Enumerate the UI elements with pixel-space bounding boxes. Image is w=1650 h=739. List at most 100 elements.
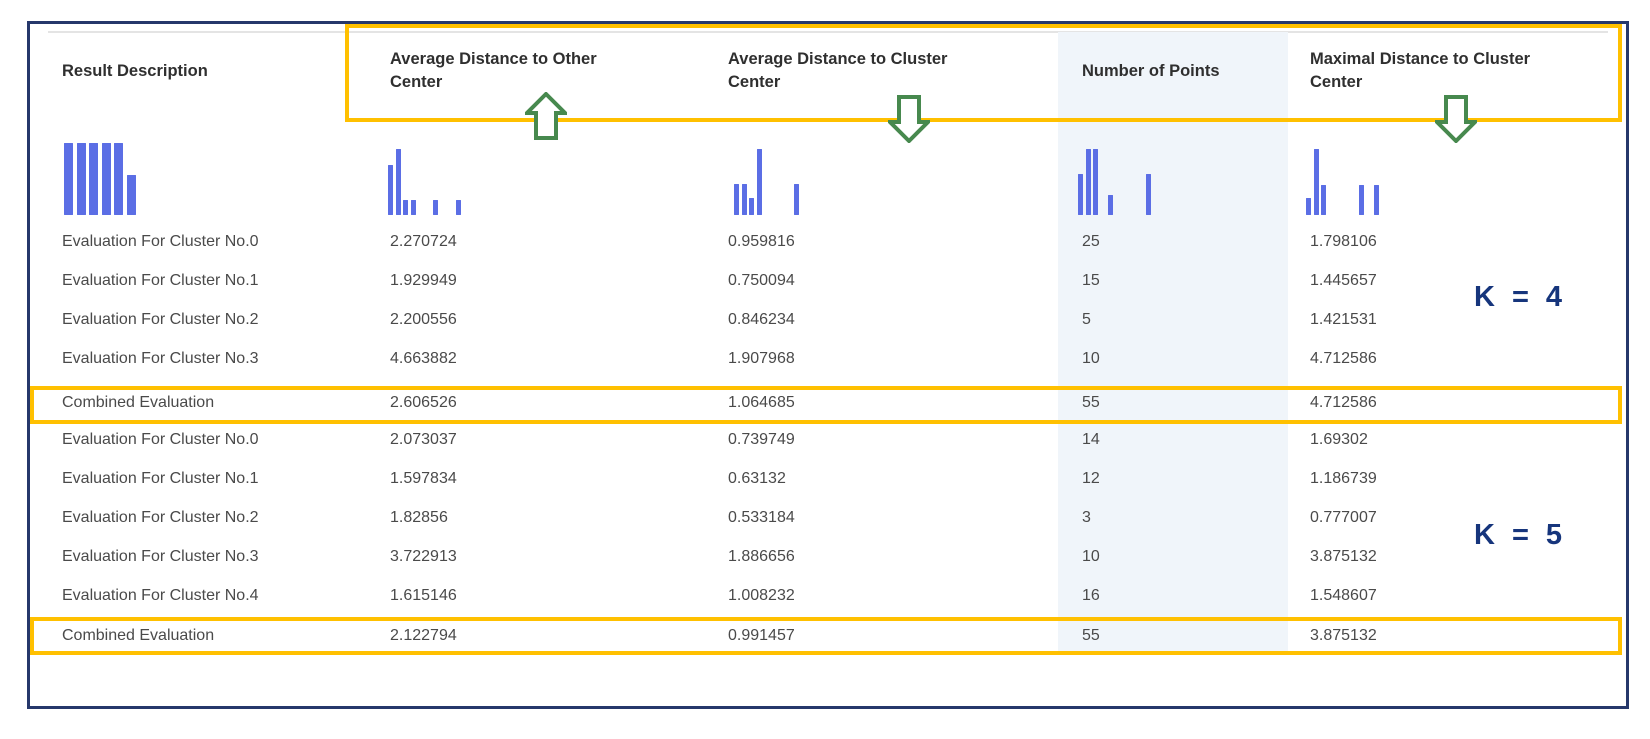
histogram-bar bbox=[794, 184, 799, 215]
row-value-cell: 4.712586 bbox=[1310, 350, 1377, 367]
row-description-cell: Combined Evaluation bbox=[62, 394, 215, 411]
column-header-number-of-points[interactable]: Number of Points bbox=[1082, 62, 1220, 80]
histogram-max-distance-cluster[interactable] bbox=[1306, 149, 1379, 215]
row-value-cell: 1.597834 bbox=[390, 470, 457, 487]
row-value-cell: 1.886656 bbox=[728, 548, 795, 565]
annotation-k5-label: K = 5 bbox=[1473, 519, 1563, 551]
histogram-bar bbox=[89, 143, 98, 215]
histogram-bar bbox=[410, 200, 416, 215]
row-value-cell: 2.073037 bbox=[390, 431, 457, 448]
row-value-cell: 16 bbox=[1082, 587, 1100, 604]
column-header-avg-distance-other[interactable]: Average Distance to Other Center bbox=[390, 50, 597, 91]
row-value-cell: 55 bbox=[1082, 627, 1100, 644]
green-down-arrow-icon bbox=[888, 95, 930, 143]
row-value-cell: 3.722913 bbox=[390, 548, 457, 565]
histogram-bar bbox=[1306, 198, 1311, 215]
row-description-cell: Combined Evaluation bbox=[62, 627, 215, 644]
histogram-bar bbox=[403, 200, 408, 215]
row-value-cell: 4.712586 bbox=[1310, 394, 1377, 411]
row-description-cell: Evaluation For Cluster No.1 bbox=[62, 470, 259, 487]
row-value-cell: 1.929949 bbox=[390, 272, 457, 289]
column-header-avg-distance-cluster[interactable]: Average Distance to Cluster Center bbox=[728, 50, 948, 91]
row-value-cell: 3.875132 bbox=[1310, 627, 1377, 644]
histogram-bar bbox=[1358, 185, 1364, 215]
row-value-cell: 1.186739 bbox=[1310, 470, 1377, 487]
row-value-cell: 2.122794 bbox=[390, 627, 457, 644]
row-value-cell: 1.907968 bbox=[728, 350, 795, 367]
histogram-bar bbox=[756, 149, 762, 215]
row-value-cell: 55 bbox=[1082, 394, 1100, 411]
histogram-bar bbox=[388, 165, 393, 215]
row-description-cell: Evaluation For Cluster No.0 bbox=[62, 431, 259, 448]
green-down-arrow-icon bbox=[1435, 95, 1477, 143]
histogram-bar bbox=[1108, 195, 1113, 215]
row-value-cell: 3.875132 bbox=[1310, 548, 1377, 565]
row-description-cell: Evaluation For Cluster No.2 bbox=[62, 311, 259, 328]
row-value-cell: 10 bbox=[1082, 350, 1100, 367]
row-description-cell: Evaluation For Cluster No.2 bbox=[62, 509, 259, 526]
row-value-cell: 12 bbox=[1082, 470, 1100, 487]
histogram-bar bbox=[1085, 149, 1091, 215]
row-value-cell: 1.548607 bbox=[1310, 587, 1377, 604]
column-header-result-description[interactable]: Result Description bbox=[62, 62, 208, 80]
row-value-cell: 0.846234 bbox=[728, 311, 795, 328]
row-value-cell: 1.064685 bbox=[728, 394, 795, 411]
histogram-bar bbox=[1093, 149, 1098, 215]
column-header-max-distance-cluster[interactable]: Maximal Distance to Cluster Center bbox=[1310, 50, 1531, 91]
row-value-cell: 1.421531 bbox=[1310, 311, 1377, 328]
row-value-cell: 2.606526 bbox=[390, 394, 457, 411]
row-description-cell: Evaluation For Cluster No.3 bbox=[62, 548, 259, 565]
histogram-bar bbox=[395, 149, 401, 215]
row-value-cell: 1.615146 bbox=[390, 587, 457, 604]
row-description-cell: Evaluation For Cluster No.0 bbox=[62, 233, 259, 250]
row-value-cell: 15 bbox=[1082, 272, 1100, 289]
row-value-cell: 5 bbox=[1082, 311, 1091, 328]
row-value-cell: 14 bbox=[1082, 431, 1100, 448]
histogram-bar bbox=[741, 184, 747, 215]
histogram-bar bbox=[1321, 185, 1326, 215]
histogram-bar bbox=[114, 143, 123, 215]
row-value-cell: 2.200556 bbox=[390, 311, 457, 328]
histogram-bar bbox=[126, 175, 136, 215]
row-value-cell: 0.777007 bbox=[1310, 509, 1377, 526]
panel-border bbox=[27, 21, 1629, 709]
histogram-bar bbox=[1145, 174, 1151, 215]
histogram-bar bbox=[101, 143, 111, 215]
histogram-avg-distance-cluster[interactable] bbox=[734, 149, 799, 215]
histogram-bar bbox=[64, 143, 73, 215]
row-description-cell: Evaluation For Cluster No.1 bbox=[62, 272, 259, 289]
histogram-bar bbox=[455, 200, 461, 215]
table-top-divider bbox=[48, 31, 1608, 33]
green-up-arrow-icon bbox=[525, 92, 567, 140]
row-value-cell: 0.991457 bbox=[728, 627, 795, 644]
annotation-combined-row-box-k5 bbox=[30, 617, 1622, 655]
annotation-combined-row-box-k4 bbox=[30, 386, 1622, 424]
row-value-cell: 1.445657 bbox=[1310, 272, 1377, 289]
annotation-k4-label: K = 4 bbox=[1473, 281, 1563, 313]
histogram-result-description[interactable] bbox=[64, 143, 136, 215]
row-value-cell: 1.008232 bbox=[728, 587, 795, 604]
row-value-cell: 2.270724 bbox=[390, 233, 457, 250]
row-description-cell: Evaluation For Cluster No.3 bbox=[62, 350, 259, 367]
histogram-number-of-points[interactable] bbox=[1078, 149, 1151, 215]
row-value-cell: 0.533184 bbox=[728, 509, 795, 526]
histogram-bar bbox=[76, 143, 86, 215]
row-value-cell: 10 bbox=[1082, 548, 1100, 565]
row-value-cell: 0.739749 bbox=[728, 431, 795, 448]
row-value-cell: 3 bbox=[1082, 509, 1091, 526]
histogram-bar bbox=[734, 184, 739, 215]
histogram-bar bbox=[1373, 185, 1379, 215]
row-value-cell: 25 bbox=[1082, 233, 1100, 250]
row-value-cell: 4.663882 bbox=[390, 350, 457, 367]
histogram-bar bbox=[749, 198, 754, 215]
histogram-bar bbox=[1078, 174, 1083, 215]
row-value-cell: 1.82856 bbox=[390, 509, 448, 526]
row-value-cell: 0.63132 bbox=[728, 470, 786, 487]
histogram-bar bbox=[1313, 149, 1319, 215]
row-description-cell: Evaluation For Cluster No.4 bbox=[62, 587, 259, 604]
row-value-cell: 0.750094 bbox=[728, 272, 795, 289]
histogram-avg-distance-other[interactable] bbox=[388, 149, 461, 215]
number-of-points-column-highlight bbox=[1058, 32, 1288, 654]
histogram-bar bbox=[433, 200, 438, 215]
